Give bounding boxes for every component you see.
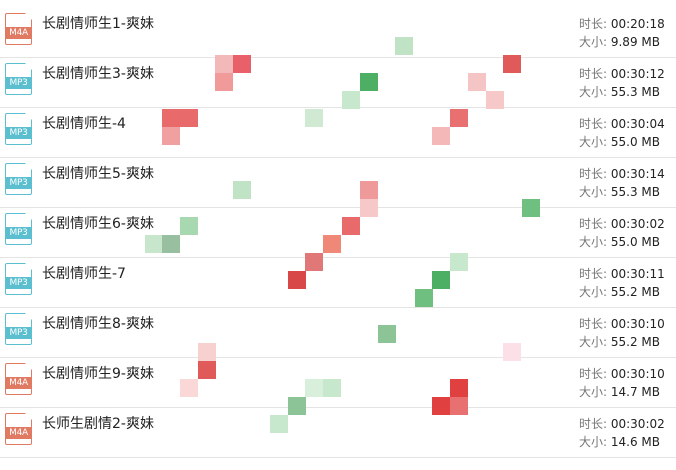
duration: 时长: 00:30:02	[579, 217, 665, 231]
file-meta: 时长: 00:20:18 大小: 9.89 MB	[579, 15, 665, 51]
file-name[interactable]: 长剧情师生-4	[42, 116, 126, 132]
file-row[interactable]: MP3 长剧情师生-7 时长: 00:30:11 大小: 55.2 MB	[0, 257, 676, 308]
mosaic-block	[180, 109, 198, 127]
file-name[interactable]: 长剧情师生5-爽妹	[42, 166, 154, 182]
mosaic-block	[323, 379, 341, 397]
mosaic-block	[180, 379, 198, 397]
m4a-file-icon: M4A	[5, 13, 32, 45]
size: 大小: 55.3 MB	[579, 185, 660, 199]
mosaic-block	[162, 127, 180, 145]
mosaic-block	[198, 343, 216, 361]
mosaic-block	[432, 127, 450, 145]
file-name[interactable]: 长剧情师生8-爽妹	[42, 316, 154, 332]
m4a-file-icon: M4A	[5, 413, 32, 445]
mosaic-block	[145, 235, 163, 253]
file-meta: 时长: 00:30:14 大小: 55.3 MB	[579, 165, 665, 201]
mosaic-block	[503, 55, 521, 73]
size: 大小: 55.3 MB	[579, 85, 660, 99]
mosaic-block	[233, 55, 251, 73]
mosaic-block	[432, 397, 450, 415]
mp3-file-icon: MP3	[5, 63, 32, 95]
mosaic-block	[305, 253, 323, 271]
mosaic-block	[450, 379, 468, 397]
mosaic-block	[360, 181, 378, 199]
duration: 时长: 00:20:18	[579, 17, 665, 31]
file-meta: 时长: 00:30:02 大小: 14.6 MB	[579, 415, 665, 451]
mosaic-block	[360, 199, 378, 217]
mosaic-block	[522, 199, 540, 217]
mosaic-block	[342, 217, 360, 235]
mp3-file-icon: MP3	[5, 163, 32, 195]
file-row[interactable]: M4A 长师生剧情2-爽妹 时长: 00:30:02 大小: 14.6 MB	[0, 407, 676, 458]
mosaic-block	[288, 397, 306, 415]
mosaic-block	[162, 109, 180, 127]
mosaic-block	[180, 217, 198, 235]
file-row[interactable]: M4A 长剧情师生1-爽妹 时长: 00:20:18 大小: 9.89 MB	[0, 7, 676, 58]
mosaic-block	[288, 271, 306, 289]
file-row[interactable]: MP3 长剧情师生3-爽妹 时长: 00:30:12 大小: 55.3 MB	[0, 57, 676, 108]
mosaic-block	[270, 415, 288, 433]
mosaic-block	[486, 91, 504, 109]
file-meta: 时长: 00:30:02 大小: 55.0 MB	[579, 215, 665, 251]
duration: 时长: 00:30:02	[579, 417, 665, 431]
file-name[interactable]: 长师生剧情2-爽妹	[42, 416, 154, 432]
mp3-file-icon: MP3	[5, 113, 32, 145]
mosaic-block	[342, 91, 360, 109]
file-row[interactable]: MP3 长剧情师生-4 时长: 00:30:04 大小: 55.0 MB	[0, 107, 676, 158]
file-meta: 时长: 00:30:11 大小: 55.2 MB	[579, 265, 665, 301]
file-name[interactable]: 长剧情师生3-爽妹	[42, 66, 154, 82]
duration: 时长: 00:30:04	[579, 117, 665, 131]
mosaic-block	[305, 109, 323, 127]
mosaic-block	[395, 37, 413, 55]
mp3-file-icon: MP3	[5, 263, 32, 295]
file-row[interactable]: MP3 长剧情师生6-爽妹 时长: 00:30:02 大小: 55.0 MB	[0, 207, 676, 258]
duration: 时长: 00:30:12	[579, 67, 665, 81]
mosaic-block	[450, 253, 468, 271]
mosaic-block	[378, 325, 396, 343]
file-name[interactable]: 长剧情师生9-爽妹	[42, 366, 154, 382]
mosaic-block	[198, 361, 216, 379]
file-meta: 时长: 00:30:10 大小: 14.7 MB	[579, 365, 665, 401]
file-name[interactable]: 长剧情师生6-爽妹	[42, 216, 154, 232]
size: 大小: 55.2 MB	[579, 285, 660, 299]
m4a-file-icon: M4A	[5, 363, 32, 395]
mosaic-block	[360, 73, 378, 91]
mosaic-block	[305, 379, 323, 397]
size: 大小: 14.7 MB	[579, 385, 660, 399]
file-meta: 时长: 00:30:10 大小: 55.2 MB	[579, 315, 665, 351]
file-meta: 时长: 00:30:12 大小: 55.3 MB	[579, 65, 665, 101]
mosaic-block	[503, 343, 521, 361]
file-row[interactable]: MP3 长剧情师生8-爽妹 时长: 00:30:10 大小: 55.2 MB	[0, 307, 676, 358]
file-row[interactable]: MP3 长剧情师生5-爽妹 时长: 00:30:14 大小: 55.3 MB	[0, 157, 676, 208]
mosaic-block	[432, 271, 450, 289]
file-name[interactable]: 长剧情师生1-爽妹	[42, 16, 154, 32]
file-name[interactable]: 长剧情师生-7	[42, 266, 126, 282]
mosaic-block	[162, 235, 180, 253]
mosaic-block	[215, 55, 233, 73]
size: 大小: 9.89 MB	[579, 35, 660, 49]
mosaic-block	[450, 397, 468, 415]
mp3-file-icon: MP3	[5, 313, 32, 345]
mosaic-block	[415, 289, 433, 307]
mosaic-block	[450, 109, 468, 127]
duration: 时长: 00:30:10	[579, 317, 665, 331]
duration: 时长: 00:30:10	[579, 367, 665, 381]
duration: 时长: 00:30:14	[579, 167, 665, 181]
mp3-file-icon: MP3	[5, 213, 32, 245]
mosaic-block	[468, 73, 486, 91]
size: 大小: 14.6 MB	[579, 435, 660, 449]
duration: 时长: 00:30:11	[579, 267, 665, 281]
file-meta: 时长: 00:30:04 大小: 55.0 MB	[579, 115, 665, 151]
mosaic-block	[233, 181, 251, 199]
size: 大小: 55.0 MB	[579, 135, 660, 149]
mosaic-block	[323, 235, 341, 253]
size: 大小: 55.2 MB	[579, 335, 660, 349]
file-row[interactable]: M4A 长剧情师生9-爽妹 时长: 00:30:10 大小: 14.7 MB	[0, 357, 676, 408]
mosaic-block	[215, 73, 233, 91]
size: 大小: 55.0 MB	[579, 235, 660, 249]
